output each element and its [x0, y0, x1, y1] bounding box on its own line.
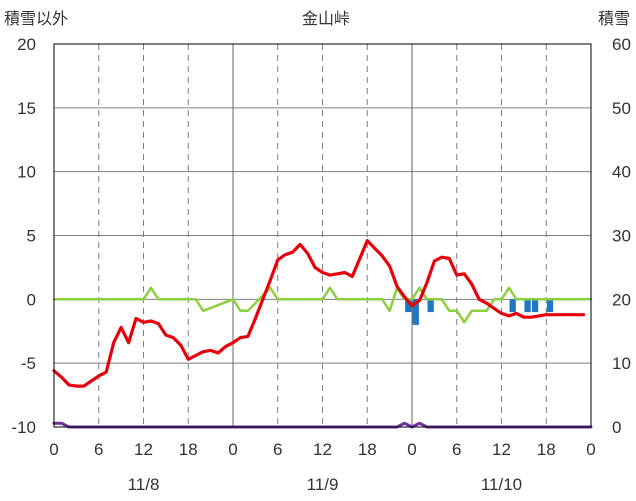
y-left-tick-label: 10: [17, 163, 36, 182]
precip-bars: [405, 299, 554, 325]
series-lines: [52, 239, 593, 429]
date-label: 11/9: [307, 475, 339, 494]
x-tick-label: 0: [228, 440, 237, 459]
green-line-line: [52, 286, 593, 324]
x-tick-label: 0: [586, 440, 595, 459]
temperature-line: [52, 239, 586, 388]
precip-bar: [412, 299, 419, 325]
x-tick-label: 6: [94, 440, 103, 459]
y-left-tick-label: 15: [17, 99, 36, 118]
date-label: 11/10: [481, 475, 522, 494]
grid: [54, 43, 591, 428]
y-right-tick-label: 40: [612, 163, 631, 182]
left-axis-label: 積雪以外: [4, 9, 68, 28]
y-left-tick-label: 20: [17, 35, 36, 54]
y-right-tick-label: 10: [612, 354, 631, 373]
y-left-tick-label: 5: [27, 227, 36, 246]
y-right-tick-label: 50: [612, 99, 631, 118]
x-tick-label: 12: [492, 440, 511, 459]
x-tick-label: 12: [313, 440, 332, 459]
x-tick-label: 6: [452, 440, 461, 459]
y-left-tick-label: -5: [21, 354, 36, 373]
precip-bar: [524, 299, 531, 313]
snow-line: [52, 421, 593, 429]
precip-bar: [405, 299, 412, 313]
x-tick-label: 0: [49, 440, 58, 459]
y-right-tick-label: 60: [612, 35, 631, 54]
date-label: 11/8: [128, 475, 160, 494]
precip-bar: [427, 299, 434, 313]
right-axis-label: 積雪: [598, 9, 630, 28]
precip-bar: [531, 299, 539, 313]
y-right-tick-label: 0: [612, 418, 621, 437]
x-tick-label: 18: [179, 440, 198, 459]
x-tick-label: 0: [407, 440, 416, 459]
plot-frame: [53, 43, 592, 428]
precip-bar: [546, 299, 554, 313]
x-tick-label: 18: [358, 440, 377, 459]
x-tick-label: 6: [273, 440, 282, 459]
y-right-tick-label: 20: [612, 290, 631, 309]
y-right-tick-label: 30: [612, 227, 631, 246]
y-left-tick-label: 0: [27, 290, 36, 309]
x-tick-label: 18: [537, 440, 556, 459]
x-tick-label: 12: [134, 440, 153, 459]
precip-bar: [509, 299, 516, 313]
y-left-tick-label: -10: [11, 418, 36, 437]
chart-title: 金山峠: [302, 9, 350, 28]
